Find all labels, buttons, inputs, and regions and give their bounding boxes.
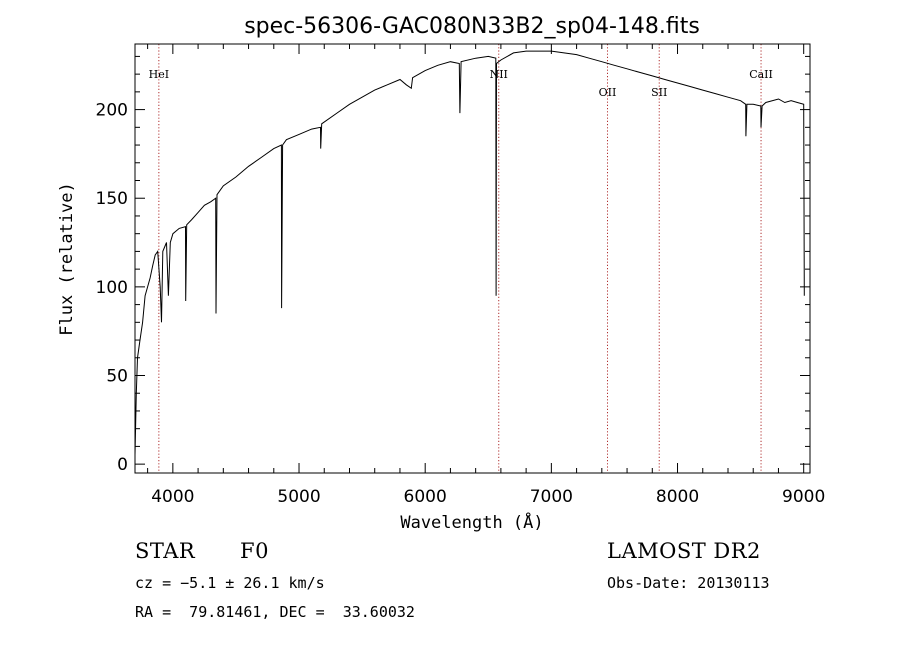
line-label-HeI: HeI xyxy=(149,68,169,81)
x-tick-label: 6000 xyxy=(404,487,447,507)
x-tick-label: 5000 xyxy=(277,487,320,507)
y-tick-label: 0 xyxy=(117,455,128,475)
redshift-label: cz = −5.1 ± 26.1 km/s xyxy=(135,574,325,592)
y-axis-label: Flux (relative) xyxy=(57,182,77,336)
coordinates-label: RA = 79.81461, DEC = 33.60032 xyxy=(135,603,415,621)
y-tick-label: 50 xyxy=(106,367,128,387)
x-tick-label: 9000 xyxy=(782,487,825,507)
survey-label: LAMOST DR2 xyxy=(607,539,761,563)
subclass-label: F0 xyxy=(240,539,269,563)
y-tick-label: 200 xyxy=(96,101,128,121)
x-axis-label: Wavelength (Å) xyxy=(400,511,543,533)
x-tick-label: 4000 xyxy=(151,487,194,507)
y-tick-label: 150 xyxy=(96,189,128,209)
line-label-SII: SII xyxy=(651,86,667,99)
x-tick-label: 7000 xyxy=(530,487,573,507)
line-label-OII: OII xyxy=(599,86,617,99)
plot-frame xyxy=(134,43,811,474)
spectrum-line xyxy=(134,50,805,456)
x-tick-label: 8000 xyxy=(656,487,699,507)
plot-area: HeI NII OII SII CaII 4000 5000 6000 7000 8000 9000… xyxy=(96,43,825,507)
class-label: STAR xyxy=(135,539,196,563)
y-tick-label: 100 xyxy=(96,278,128,298)
line-label-CaII: CaII xyxy=(749,68,773,81)
line-label-NII: NII xyxy=(490,68,508,81)
obs-date-label: Obs-Date: 20130113 xyxy=(607,574,770,592)
chart-title: spec-56306-GAC080N33B2_sp04-148.fits xyxy=(244,14,700,39)
